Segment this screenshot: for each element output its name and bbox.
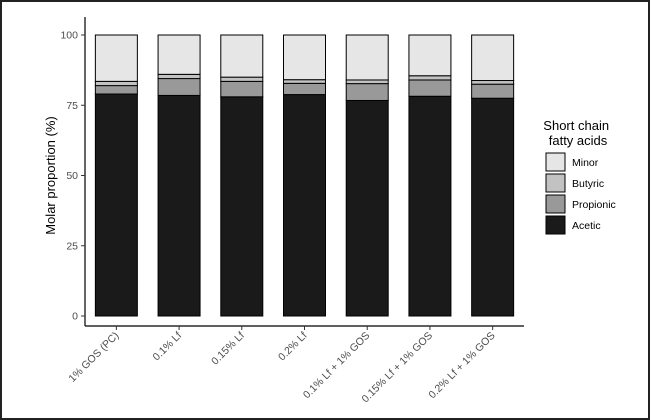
legend-label-acetic: Acetic	[572, 220, 601, 232]
bar-segment-butyric-5	[345, 79, 389, 85]
bar-segment-propionic-3	[220, 80, 264, 98]
x-tick-label-7: 0.2% Lf + 1% GOS	[426, 330, 497, 401]
bar-segment-butyric-4	[283, 79, 326, 84]
bar-segment-minor-6	[408, 34, 452, 77]
y-tick-label-50: 50	[66, 170, 78, 182]
legend-label-minor: Minor	[572, 157, 599, 169]
bar-segment-acetic-6	[408, 95, 452, 317]
bar-segment-minor-7	[471, 34, 515, 82]
x-axis-ticks: 1% GOS (PC) 0.1% Lf 0.15% Lf 0.2% Lf0.1% Lf…	[66, 326, 498, 406]
bar-segment-propionic-1	[94, 85, 138, 95]
legend-title-line-1: Short chain	[543, 118, 609, 133]
y-tick-label-25: 25	[66, 240, 78, 252]
legend: Short chain fatty acids Minor Butyric Prop…	[543, 118, 616, 235]
bar-segment-acetic-3	[220, 96, 264, 317]
y-tick-label-100: 100	[60, 30, 78, 42]
bar-segment-propionic-6	[408, 79, 452, 97]
bar-segment-butyric-1	[94, 80, 138, 87]
legend-label-propionic: Propionic	[572, 199, 616, 211]
legend-items: Minor Butyric Propionic Acetic	[545, 152, 616, 235]
bar-segment-propionic-4	[283, 82, 326, 96]
bar-segment-butyric-3	[220, 76, 264, 82]
x-tick-label-3: 0.15% Lf	[209, 330, 247, 368]
bar-segment-minor-5	[345, 34, 389, 81]
bar-segment-minor-2	[157, 34, 201, 75]
legend-title: Short chain fatty acids	[543, 118, 612, 148]
bar-segment-acetic-2	[157, 94, 201, 317]
legend-swatch-propionic	[545, 194, 566, 214]
y-tick-label-0: 0	[72, 311, 78, 323]
bar-segment-butyric-6	[408, 75, 452, 81]
bar-segment-acetic-7	[471, 97, 515, 317]
bar-segment-acetic-1	[94, 93, 138, 317]
bar-segment-butyric-2	[157, 73, 201, 80]
x-tick-label-6: 0.15% Lf + 1% GOS	[359, 330, 435, 406]
legend-swatch-minor	[545, 152, 566, 172]
bar-segment-butyric-7	[471, 80, 515, 85]
legend-title-line-2: fatty acids	[549, 133, 608, 148]
bar-segment-minor-4	[283, 34, 326, 81]
bar-segment-propionic-7	[471, 83, 515, 99]
bar-segment-minor-3	[220, 34, 264, 78]
bar-segment-propionic-2	[157, 78, 201, 96]
y-axis-title: Molar proportion (%)	[43, 116, 58, 235]
legend-swatch-acetic	[545, 215, 566, 235]
x-tick-label-5: 0.1% Lf + 1% GOS	[301, 330, 372, 401]
bar-segment-propionic-5	[345, 83, 389, 101]
bar-segment-acetic-4	[283, 94, 326, 317]
x-tick-label-2: 0.1% Lf	[151, 330, 185, 364]
y-axis-ticks: 0 25 50 75 100	[60, 30, 85, 323]
bar-segment-minor-1	[94, 34, 138, 82]
legend-label-butyric: Butyric	[572, 178, 604, 190]
bar-segment-acetic-5	[345, 99, 389, 317]
legend-swatch-butyric	[545, 173, 566, 193]
bars-layer	[94, 34, 515, 317]
x-tick-label-4: 0.2% Lf	[276, 330, 310, 364]
x-tick-label-1: 1% GOS (PC)	[66, 330, 121, 385]
y-tick-label-75: 75	[66, 100, 78, 112]
